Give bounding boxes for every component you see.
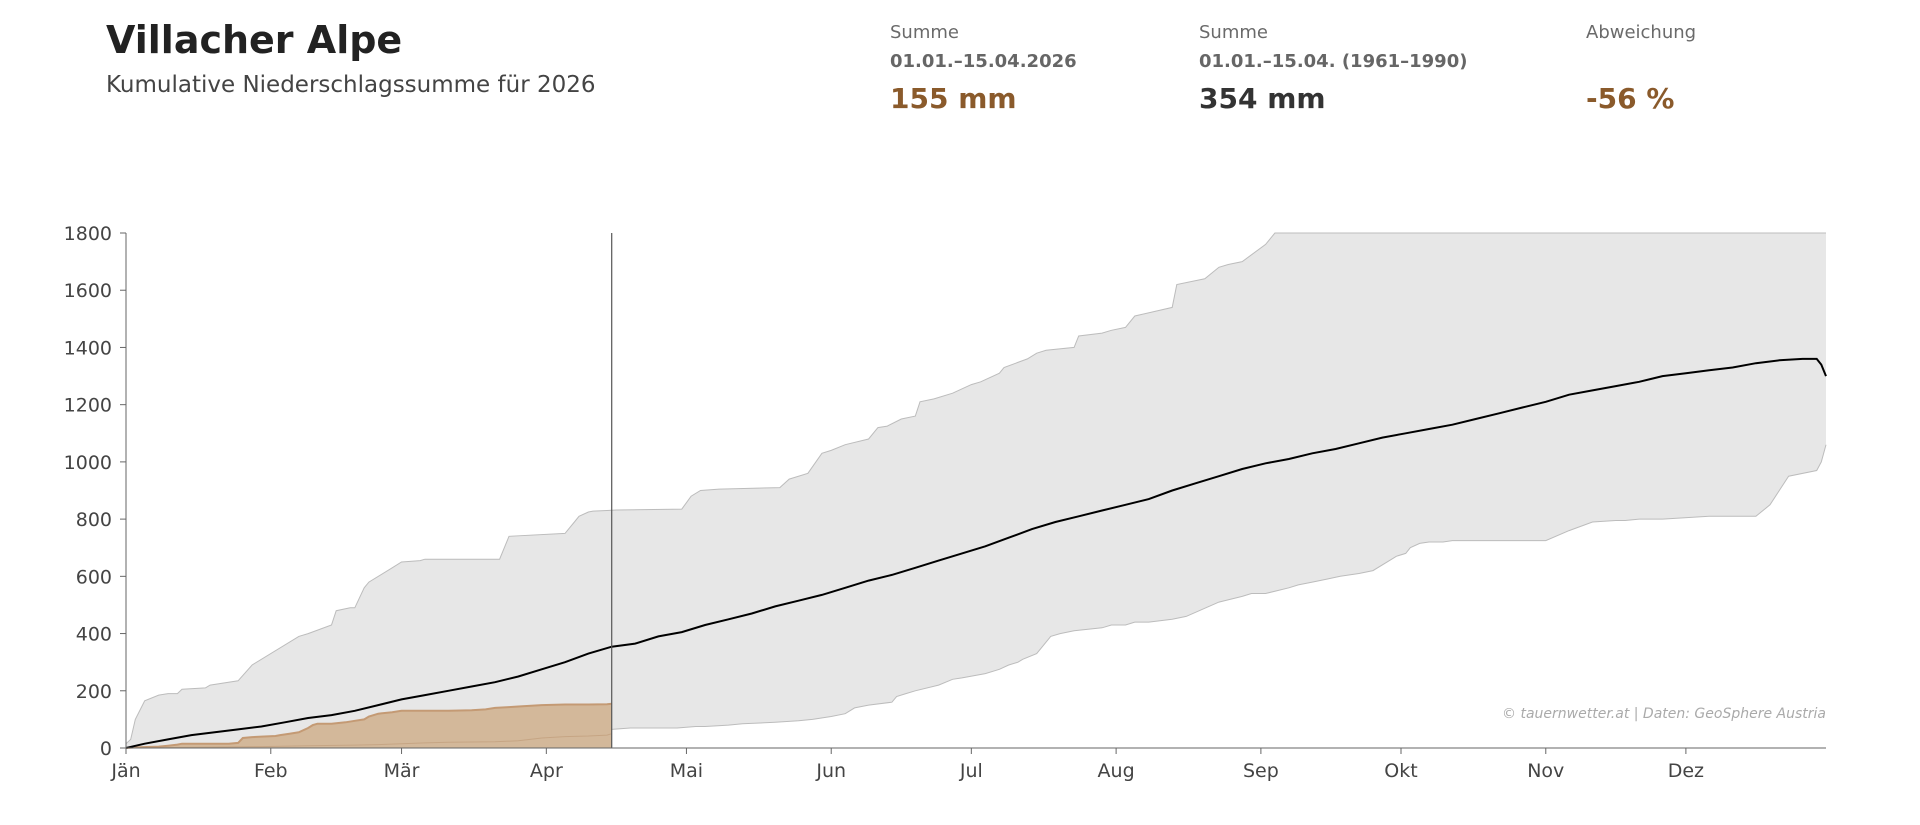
x-tick-label: Jän — [110, 760, 140, 782]
x-tick-label: Aug — [1098, 760, 1135, 782]
chart-subtitle: Kumulative Niederschlagssumme für 2026 — [106, 72, 596, 98]
x-tick-label: Apr — [530, 760, 563, 782]
stat-normal-label: Summe — [1199, 22, 1268, 43]
stat-normal-period: 01.01.–15.04. (1961–1990) — [1199, 51, 1468, 72]
range-band — [126, 233, 1826, 748]
y-tick-label: 600 — [76, 566, 112, 588]
x-tick-label: Okt — [1384, 760, 1417, 782]
x-tick-label: Jun — [815, 760, 846, 782]
current-low-line — [125, 733, 612, 749]
x-tick-label: Sep — [1243, 760, 1279, 782]
chart-axes: 0 200 400 600 800 1000 1200 1400 1600 1800 Jän Feb M… — [64, 223, 1826, 782]
y-tick-label: 1200 — [64, 395, 112, 417]
station-title: Villacher Alpe — [106, 18, 403, 62]
min-line — [125, 444, 1827, 749]
stat-current-label: Summe — [890, 22, 959, 43]
x-tick-label: Mär — [384, 760, 420, 782]
current-area — [126, 703, 612, 748]
data-credit: © tauernwetter.at | Daten: GeoSphere Aus… — [1502, 706, 1826, 722]
stat-normal-value: 354 mm — [1199, 82, 1326, 115]
max-line — [125, 232, 1826, 745]
x-tick-label: Mai — [670, 760, 703, 782]
y-tick-label: 400 — [76, 624, 112, 646]
stat-deviation-value: -56 % — [1586, 82, 1675, 115]
y-tick-label: 1800 — [64, 223, 112, 245]
stat-deviation-label: Abweichung — [1586, 22, 1697, 43]
y-tick-label: 1000 — [64, 452, 112, 474]
y-tick-label: 800 — [76, 509, 112, 531]
x-tick-label: Nov — [1527, 760, 1564, 782]
stat-deviation: Abweichung -56 % — [1586, 22, 1696, 116]
mean-line — [125, 357, 1827, 749]
stat-normal-sum: Summe 01.01.–15.04. (1961–1990) 354 mm — [1199, 22, 1467, 116]
stat-current-value: 155 mm — [890, 82, 1017, 115]
y-tick-label: 200 — [76, 681, 112, 703]
y-tick-label: 0 — [100, 738, 112, 760]
x-tick-label: Feb — [254, 760, 288, 782]
chart-lines — [125, 233, 1827, 749]
stat-current-sum: Summe 01.01.–15.04.2026 155 mm — [890, 22, 1077, 116]
stat-current-period: 01.01.–15.04.2026 — [890, 51, 1077, 72]
y-tick-label: 1600 — [64, 280, 112, 302]
x-tick-label: Jul — [959, 760, 983, 782]
y-tick-label: 1400 — [64, 337, 112, 359]
current-line — [125, 702, 612, 749]
chart-areas — [125, 232, 1827, 749]
x-tick-label: Dez — [1668, 760, 1704, 782]
